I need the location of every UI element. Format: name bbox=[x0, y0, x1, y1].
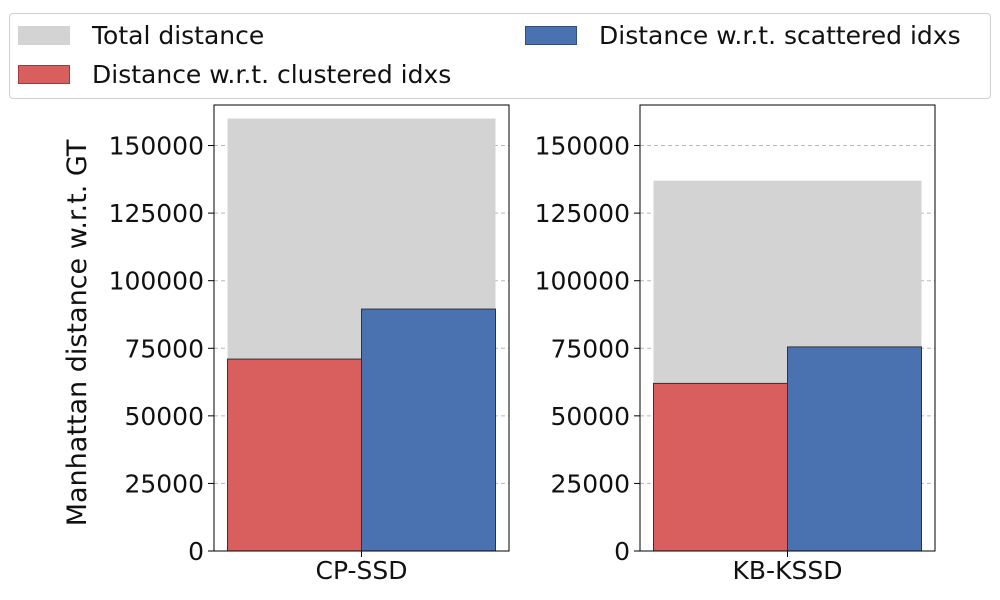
y-tick-label-cp-ssd: 125000 bbox=[109, 199, 204, 228]
x-tick-label-kb-kssd: KB-KSSD bbox=[733, 556, 843, 585]
y-tick-label-kb-kssd: 150000 bbox=[535, 132, 630, 161]
legend-label-clustered: Distance w.r.t. clustered idxs bbox=[92, 59, 452, 89]
y-tick-label-cp-ssd: 100000 bbox=[109, 267, 204, 296]
legend-swatch-total bbox=[18, 25, 70, 45]
legend-item-total: Total distance bbox=[18, 20, 264, 50]
y-tick-label-kb-kssd: 0 bbox=[614, 537, 630, 566]
y-tick-label-kb-kssd: 125000 bbox=[535, 199, 630, 228]
bar-scattered-cp-ssd bbox=[361, 308, 496, 552]
y-tick-label-cp-ssd: 0 bbox=[188, 537, 204, 566]
bar-scattered-kb-kssd bbox=[787, 346, 922, 552]
bar-clustered-kb-kssd bbox=[653, 382, 788, 552]
y-tick-label-cp-ssd: 150000 bbox=[109, 132, 204, 161]
legend-swatch-scattered bbox=[525, 25, 577, 45]
legend: Total distance Distance w.r.t. clustered… bbox=[9, 13, 991, 99]
y-tick-label-kb-kssd: 50000 bbox=[550, 402, 630, 431]
legend-item-scattered: Distance w.r.t. scattered idxs bbox=[525, 20, 961, 50]
y-tick-label-kb-kssd: 25000 bbox=[550, 469, 630, 498]
y-tick-label-cp-ssd: 50000 bbox=[124, 402, 204, 431]
legend-item-clustered: Distance w.r.t. clustered idxs bbox=[18, 59, 451, 89]
y-tick-label-kb-kssd: 100000 bbox=[535, 267, 630, 296]
bar-clustered-cp-ssd bbox=[227, 358, 362, 552]
y-tick-label-cp-ssd: 75000 bbox=[124, 334, 204, 363]
x-tick-label-cp-ssd: CP-SSD bbox=[316, 556, 408, 585]
y-tick-label-kb-kssd: 75000 bbox=[550, 334, 630, 363]
legend-label-total: Total distance bbox=[92, 20, 265, 50]
y-tick-label-cp-ssd: 25000 bbox=[124, 469, 204, 498]
legend-label-scattered: Distance w.r.t. scattered idxs bbox=[599, 20, 961, 50]
legend-swatch-clustered bbox=[18, 64, 70, 84]
y-axis-label: Manhattan distance w.r.t. GT bbox=[62, 139, 93, 526]
